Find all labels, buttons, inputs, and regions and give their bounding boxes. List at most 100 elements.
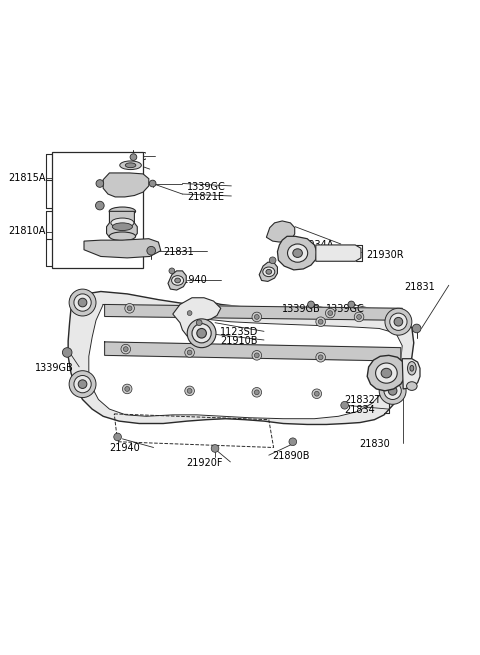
Circle shape: [185, 348, 194, 357]
Circle shape: [379, 377, 406, 404]
Polygon shape: [103, 173, 149, 197]
Circle shape: [125, 303, 134, 313]
Text: 1339GC: 1339GC: [326, 305, 365, 314]
Circle shape: [196, 320, 202, 326]
Text: 21930R: 21930R: [366, 250, 403, 259]
Text: 1339GB: 1339GB: [282, 305, 321, 314]
Text: 1339GB: 1339GB: [85, 206, 124, 216]
Circle shape: [78, 380, 87, 388]
Circle shape: [357, 314, 361, 320]
Circle shape: [412, 324, 421, 333]
Circle shape: [169, 268, 175, 274]
Text: 1123SC: 1123SC: [110, 152, 148, 162]
Polygon shape: [173, 298, 221, 338]
Circle shape: [96, 179, 104, 187]
Text: 1339GB: 1339GB: [35, 364, 73, 373]
Text: 21823A: 21823A: [106, 165, 143, 175]
Circle shape: [187, 388, 192, 393]
Circle shape: [130, 154, 137, 160]
Ellipse shape: [112, 223, 132, 231]
Ellipse shape: [109, 207, 135, 215]
Circle shape: [348, 301, 355, 308]
Circle shape: [74, 294, 91, 311]
Circle shape: [385, 309, 412, 335]
Ellipse shape: [408, 362, 416, 375]
Circle shape: [187, 350, 192, 355]
Circle shape: [312, 389, 322, 398]
Polygon shape: [68, 291, 414, 424]
Ellipse shape: [109, 232, 135, 240]
Ellipse shape: [125, 163, 136, 168]
Circle shape: [78, 298, 87, 307]
Text: 21815A: 21815A: [9, 173, 46, 183]
Circle shape: [125, 386, 130, 391]
Text: 21831: 21831: [404, 282, 435, 291]
Circle shape: [123, 346, 128, 352]
Circle shape: [147, 246, 156, 255]
Text: 21831: 21831: [163, 247, 194, 257]
Bar: [52, 153, 143, 267]
Circle shape: [254, 353, 259, 358]
Polygon shape: [105, 305, 402, 320]
Ellipse shape: [293, 249, 302, 257]
Polygon shape: [367, 356, 406, 391]
Circle shape: [269, 257, 276, 264]
Text: 21940: 21940: [109, 443, 140, 453]
Ellipse shape: [111, 218, 134, 228]
Text: 21821E: 21821E: [187, 192, 224, 202]
Text: 1339GC: 1339GC: [187, 182, 226, 193]
Circle shape: [384, 383, 401, 400]
Text: 21830: 21830: [359, 439, 390, 449]
Text: 21940: 21940: [177, 276, 207, 286]
Polygon shape: [266, 221, 295, 242]
Text: 1339GC: 1339GC: [84, 179, 123, 189]
Circle shape: [122, 384, 132, 394]
Text: 21934B: 21934B: [297, 250, 334, 259]
Circle shape: [197, 328, 206, 338]
Ellipse shape: [175, 278, 180, 283]
Polygon shape: [84, 238, 161, 258]
Text: 21834: 21834: [345, 405, 375, 415]
Ellipse shape: [381, 368, 392, 378]
Circle shape: [254, 390, 259, 395]
Circle shape: [96, 201, 104, 210]
Circle shape: [341, 402, 348, 409]
Circle shape: [316, 317, 325, 327]
Circle shape: [308, 301, 314, 308]
Polygon shape: [259, 262, 277, 282]
Circle shape: [289, 438, 297, 445]
Ellipse shape: [376, 363, 397, 383]
Polygon shape: [168, 271, 186, 290]
Text: 1123SD: 1123SD: [220, 328, 258, 337]
Polygon shape: [105, 342, 401, 361]
Circle shape: [149, 180, 156, 187]
Polygon shape: [277, 236, 317, 270]
Circle shape: [328, 310, 333, 316]
Circle shape: [325, 309, 335, 318]
Circle shape: [69, 371, 96, 398]
Circle shape: [252, 312, 262, 322]
Ellipse shape: [266, 269, 272, 274]
Circle shape: [74, 375, 91, 393]
Circle shape: [187, 319, 216, 348]
Circle shape: [187, 310, 192, 316]
Text: 21890B: 21890B: [273, 451, 310, 461]
Text: 21810A: 21810A: [9, 227, 46, 236]
Ellipse shape: [120, 161, 142, 170]
Circle shape: [114, 433, 121, 441]
Circle shape: [185, 309, 194, 318]
Ellipse shape: [263, 267, 275, 276]
Circle shape: [316, 352, 325, 362]
Circle shape: [394, 318, 403, 326]
Ellipse shape: [410, 365, 414, 371]
Circle shape: [390, 313, 407, 330]
Text: 21832T: 21832T: [345, 396, 382, 405]
Circle shape: [127, 306, 132, 310]
Circle shape: [252, 350, 262, 360]
Ellipse shape: [172, 276, 184, 286]
Circle shape: [318, 355, 323, 360]
Ellipse shape: [407, 382, 417, 390]
Polygon shape: [89, 305, 402, 419]
Circle shape: [192, 324, 211, 343]
Polygon shape: [402, 359, 420, 389]
